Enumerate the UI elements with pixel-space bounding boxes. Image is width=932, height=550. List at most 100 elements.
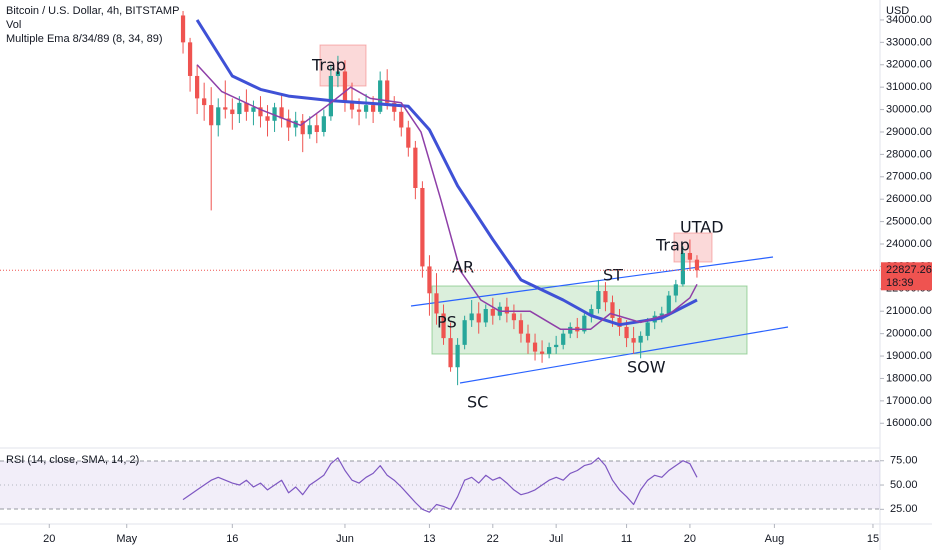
annotation: Trap — [311, 56, 346, 75]
rsi-tick-label: 25.00 — [890, 503, 918, 515]
candle-body — [490, 308, 495, 316]
annotation: SC — [467, 393, 488, 412]
y-tick-label: 29000.00 — [886, 126, 932, 138]
candle-body — [406, 127, 411, 148]
trendline — [459, 326, 789, 384]
candle-body — [518, 320, 524, 334]
candle-body — [504, 306, 509, 314]
rsi-line — [182, 457, 698, 513]
candle-body — [483, 308, 488, 323]
candle-body — [617, 317, 622, 327]
candle-body — [342, 71, 348, 101]
candle-body — [244, 102, 249, 112]
x-tick-label: Aug — [765, 533, 785, 545]
candle-body — [378, 80, 383, 112]
candle-body — [180, 15, 186, 43]
candle-body — [455, 344, 460, 368]
candle-body — [476, 313, 481, 323]
candle-body — [349, 100, 355, 110]
indicator-label: Vol — [6, 19, 21, 31]
candle-body — [525, 333, 531, 343]
candle-body — [251, 107, 256, 112]
candle-body — [335, 71, 341, 76]
candle-body — [223, 107, 228, 110]
y-tick-label: 17000.00 — [886, 395, 932, 407]
candle-body — [610, 302, 615, 318]
last-price-box — [881, 262, 932, 291]
candle-body — [216, 107, 221, 126]
candle-body — [582, 315, 587, 332]
annotation: UTAD — [680, 218, 724, 237]
annotation: Trap — [655, 236, 690, 255]
candle-body — [286, 118, 291, 128]
candle-body — [399, 111, 404, 128]
candle-body — [603, 291, 608, 303]
trap-box — [673, 232, 713, 263]
candle-body — [666, 295, 671, 314]
candle-body — [209, 105, 214, 126]
x-tick-label: 13 — [423, 533, 435, 545]
x-tick-label: 20 — [684, 533, 696, 545]
candle-body — [321, 116, 326, 132]
candle-body — [258, 107, 263, 117]
annotation: AR — [452, 258, 474, 277]
candle-body — [237, 102, 242, 115]
x-tick-label: 16 — [226, 533, 238, 545]
candle-body — [547, 347, 552, 354]
candle-body — [638, 335, 643, 343]
candle-body — [328, 75, 333, 117]
x-tick-label: 20 — [43, 533, 55, 545]
candle-body — [314, 125, 319, 132]
candle-body — [680, 252, 685, 285]
x-tick-label: Jul — [549, 533, 563, 545]
candle-body — [448, 338, 453, 368]
candle-body — [363, 105, 369, 112]
trendline — [410, 256, 774, 307]
candle-body — [589, 308, 594, 316]
candle-body — [272, 107, 277, 121]
candle-body — [596, 291, 601, 309]
candle-body — [539, 351, 545, 354]
y-tick-label: 30000.00 — [886, 103, 932, 115]
x-tick-label: May — [116, 533, 137, 545]
x-tick-label: 11 — [621, 533, 632, 545]
candle-body — [511, 313, 517, 321]
candle-body — [300, 120, 305, 135]
y-tick-label: 27000.00 — [886, 171, 932, 183]
annotation: PS — [437, 313, 457, 332]
candle-body — [265, 116, 270, 121]
candle-body — [673, 284, 678, 296]
y-tick-label: 26000.00 — [886, 193, 932, 205]
candle-body — [392, 102, 397, 112]
candle-body — [687, 252, 693, 260]
indicator-label: Multiple Ema 8/34/89 (8, 34, 89) — [6, 33, 163, 45]
candle-body — [659, 313, 664, 316]
y-tick-label: 21000.00 — [886, 305, 932, 317]
candle-body — [187, 42, 193, 76]
candle-body — [371, 105, 376, 112]
chart-title: Bitcoin / U.S. Dollar, 4h, BITSTAMP — [6, 5, 179, 17]
last-price-label: 22827.26 — [886, 264, 932, 276]
candle-body — [420, 187, 425, 267]
candle-body — [645, 322, 650, 336]
y-tick-label: 20000.00 — [886, 328, 932, 340]
candle-body — [561, 333, 566, 345]
currency: USD — [886, 5, 909, 17]
candle-body — [279, 107, 284, 119]
candle-body — [202, 98, 207, 106]
candle-body — [427, 266, 432, 294]
y-tick-label: 32000.00 — [886, 59, 932, 71]
candle-body — [694, 259, 700, 271]
x-tick-label: 15 — [867, 533, 879, 545]
rsi-tick-label: 75.00 — [890, 455, 918, 467]
y-tick-label: 28000.00 — [886, 148, 932, 160]
countdown-label: 18:39 — [886, 277, 914, 289]
y-tick-label: 34000.00 — [886, 14, 932, 26]
candle-body — [413, 147, 418, 188]
candle-body — [356, 109, 362, 112]
candle-body — [230, 109, 235, 115]
y-tick-label: 25000.00 — [886, 216, 932, 228]
candle-body — [554, 344, 559, 348]
